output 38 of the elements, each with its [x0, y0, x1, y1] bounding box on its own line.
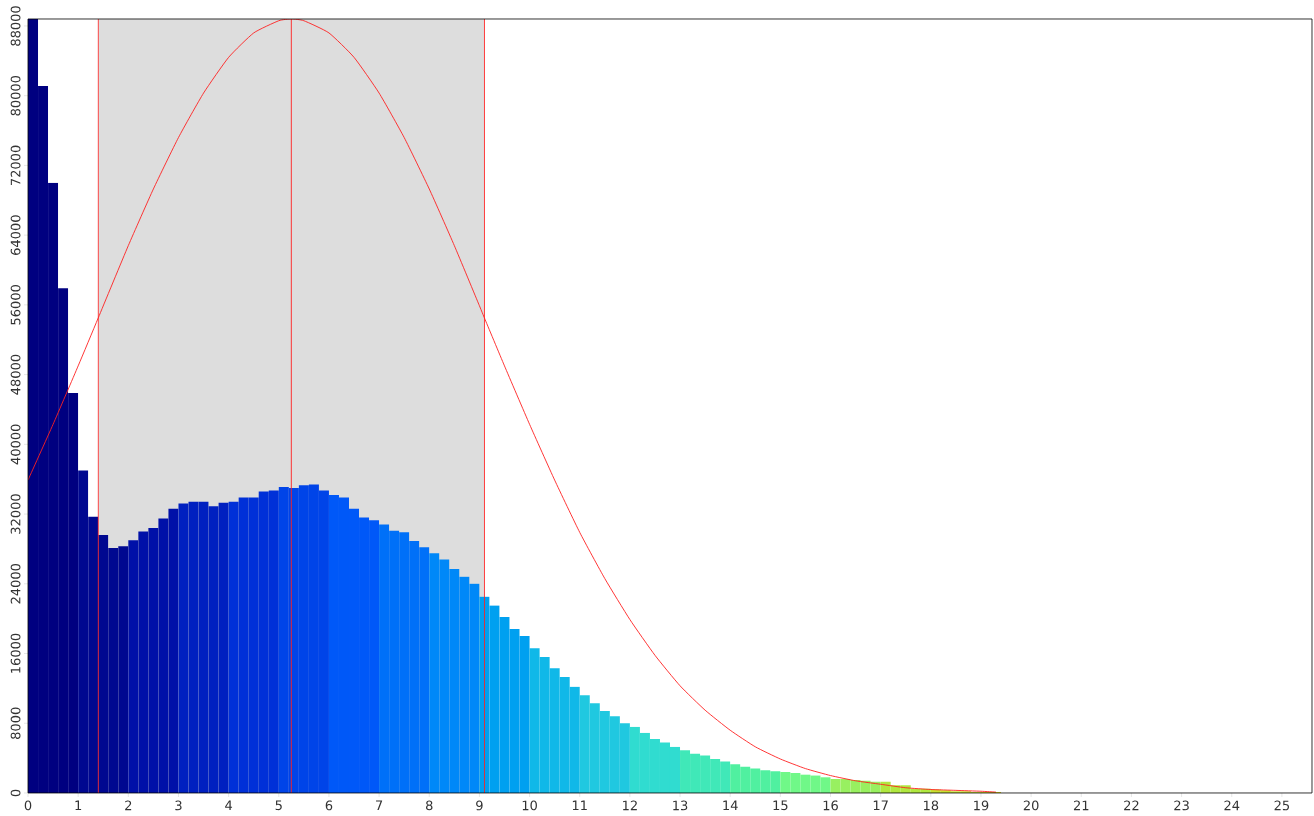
- x-tick-label: 22: [1124, 800, 1139, 811]
- x-tick-label: 11: [572, 800, 587, 810]
- y-tick-label: 72000: [10, 145, 21, 186]
- x-tick-label: 14: [723, 800, 738, 810]
- x-tick-label: 21: [1073, 800, 1089, 811]
- x-tick-label: 12: [623, 800, 637, 811]
- y-tick-label: 88000: [10, 6, 21, 46]
- y-tick-label: 32000: [10, 494, 21, 534]
- x-tick-label: 10: [522, 800, 537, 811]
- x-tick-label: 6: [325, 800, 333, 811]
- x-tick-label: 24: [1224, 800, 1240, 811]
- x-tick-label: 19: [974, 800, 989, 811]
- x-tick-label: 2: [125, 800, 132, 811]
- x-tick-label: 5: [275, 800, 282, 811]
- x-tick-label: 13: [673, 800, 688, 811]
- x-tick-label: 20: [1023, 800, 1039, 811]
- x-tick-label: 25: [1274, 800, 1290, 811]
- y-tick-label: 64000: [10, 215, 21, 255]
- x-tick-label: 16: [823, 800, 838, 811]
- x-tick-label: 18: [923, 800, 939, 811]
- y-tick-label: 80000: [10, 75, 21, 116]
- y-tick-label: 16000: [10, 633, 21, 673]
- x-tick-label: 8: [426, 800, 433, 811]
- x-tick-label: 0: [24, 800, 32, 811]
- x-tick-label: 9: [476, 800, 483, 811]
- y-tick-label: 48000: [10, 354, 21, 395]
- x-tick-label: 15: [773, 800, 788, 811]
- x-tick-label: 17: [873, 800, 888, 810]
- x-tick-label: 1: [75, 800, 82, 810]
- x-tick-label: 3: [175, 800, 182, 811]
- x-tick-label: 7: [376, 800, 383, 810]
- x-tick-label: 4: [225, 800, 233, 810]
- y-tick-label: 56000: [10, 285, 21, 325]
- y-tick-label: 40000: [10, 424, 21, 465]
- y-tick-label: 0: [10, 789, 21, 797]
- x-tick-label: 23: [1174, 800, 1189, 811]
- y-tick-label: 24000: [10, 564, 21, 604]
- y-tick-label: 8000: [10, 707, 21, 739]
